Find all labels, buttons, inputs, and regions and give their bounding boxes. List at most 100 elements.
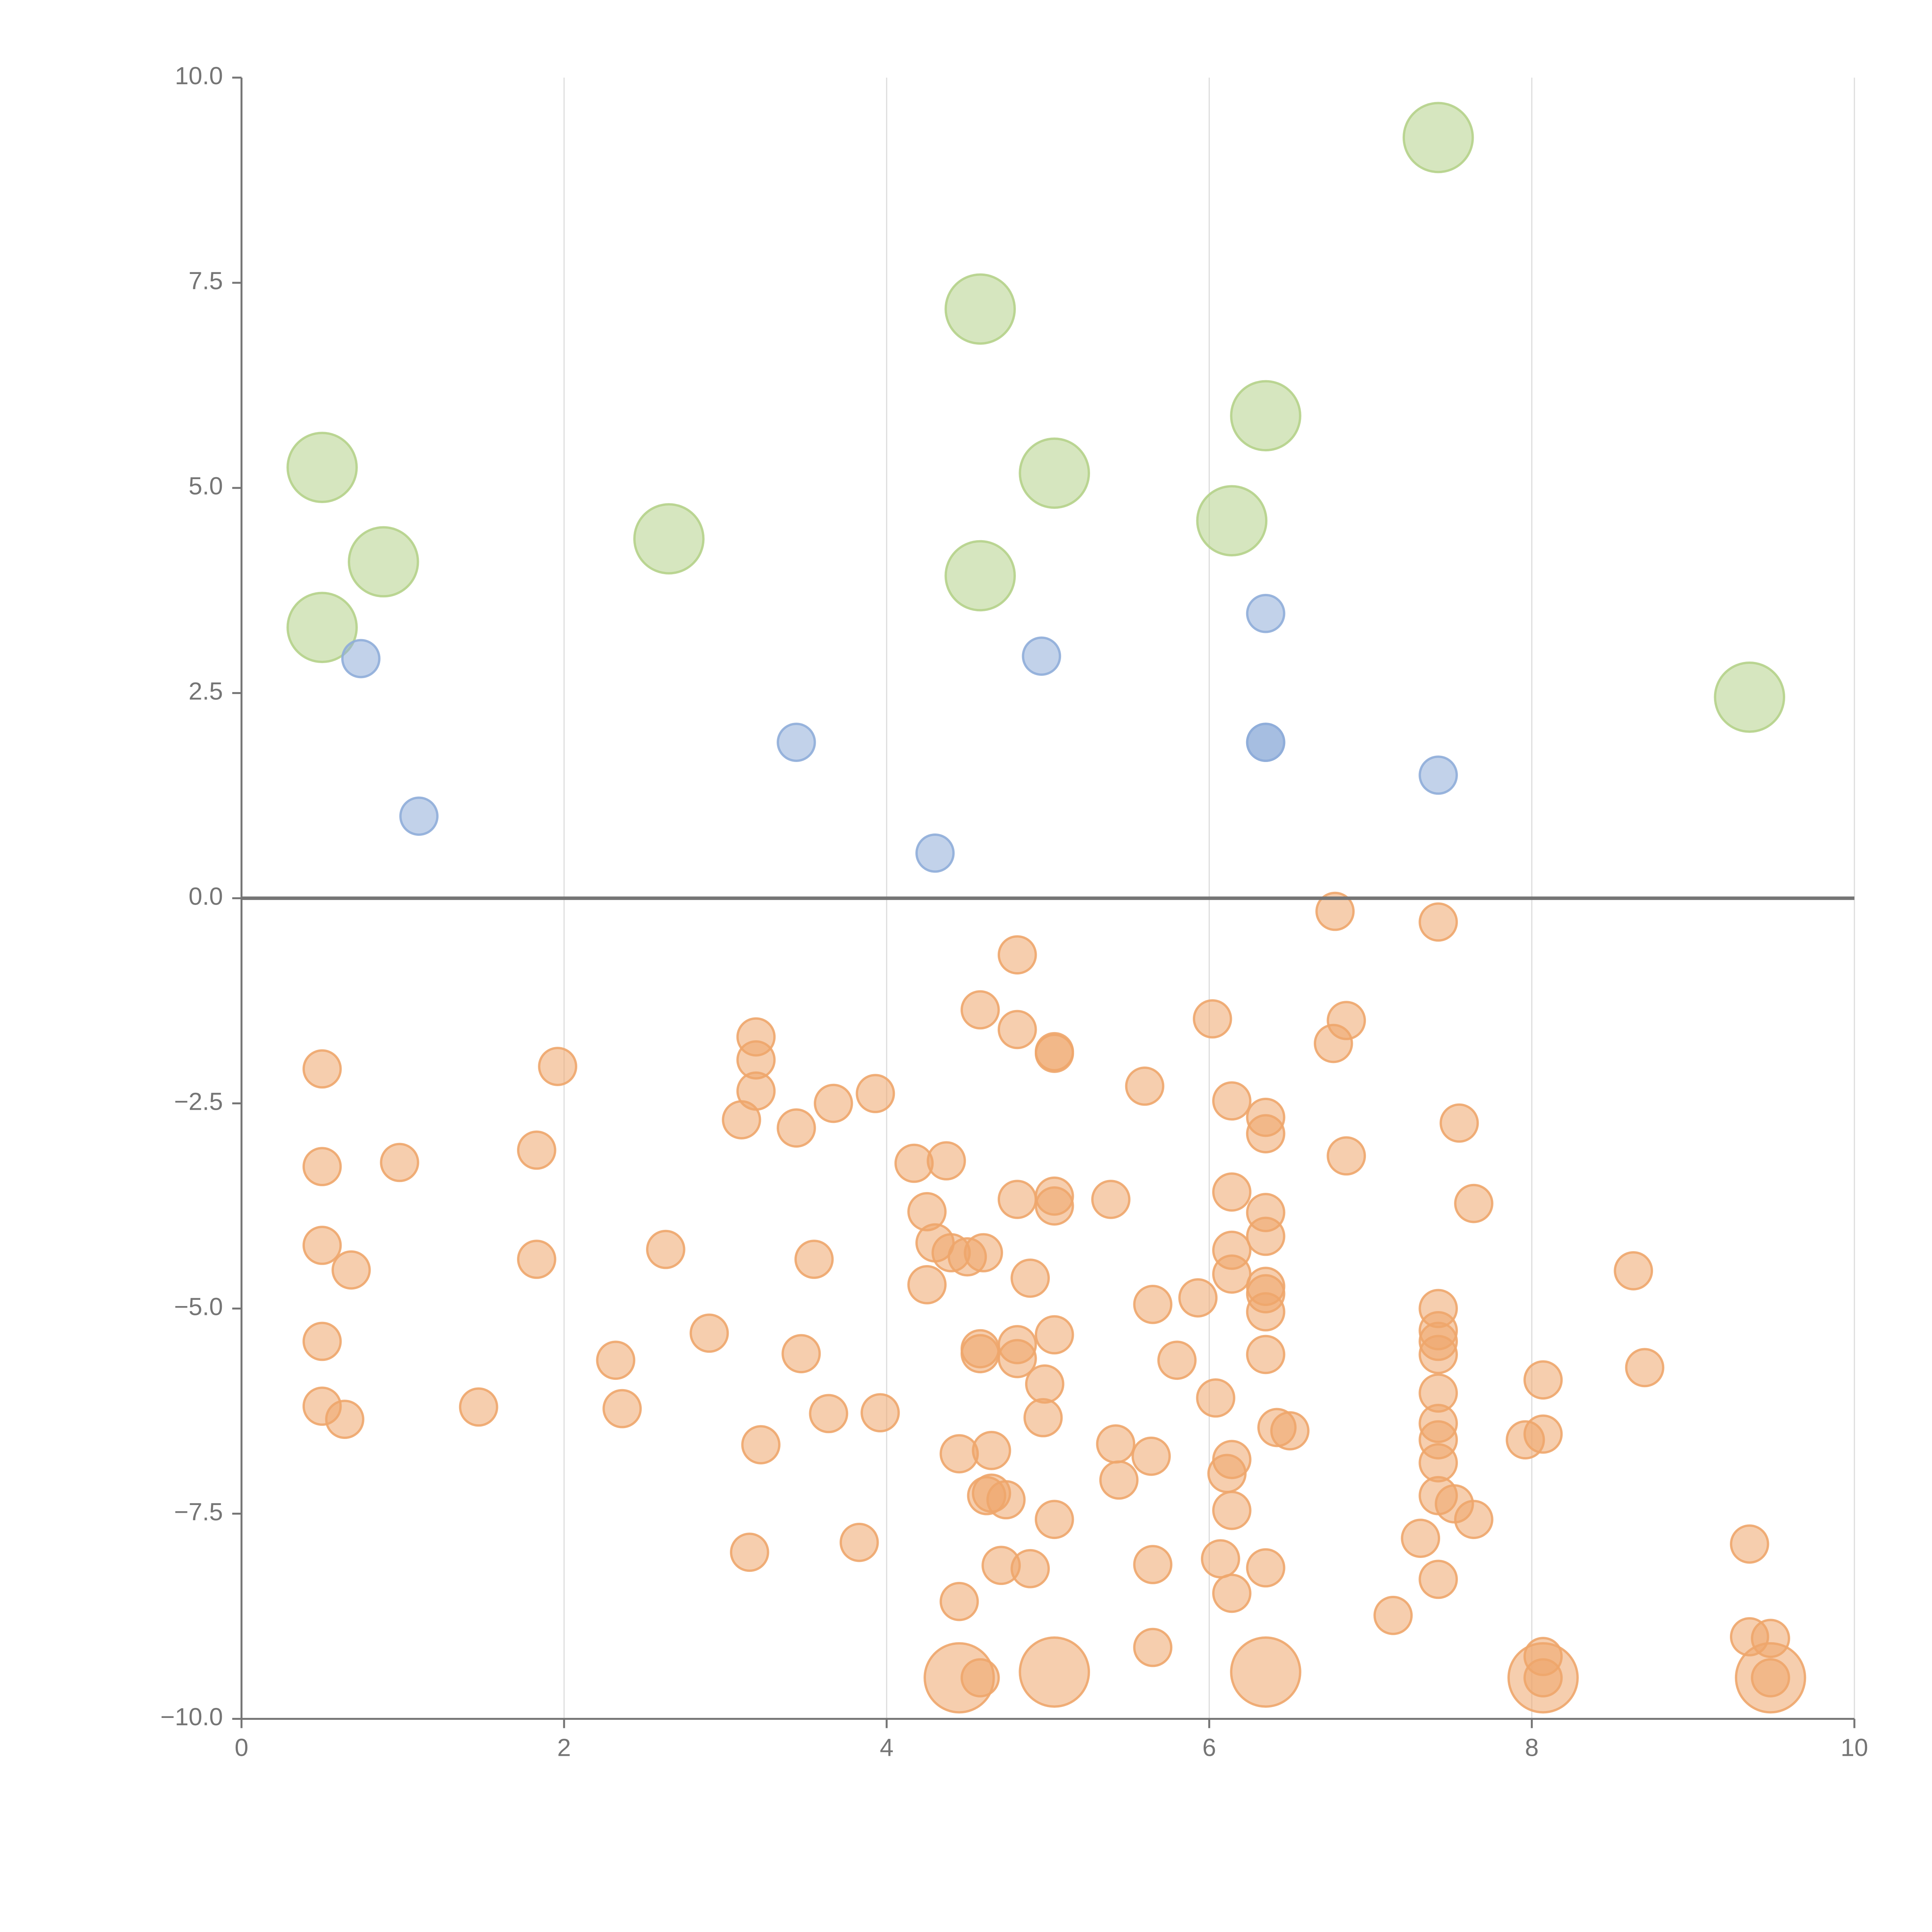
data-point [1178,1278,1218,1318]
data-point [1523,1414,1563,1454]
data-point [1246,1335,1286,1374]
data-point [1327,1136,1366,1176]
data-point [459,1387,498,1427]
data-point [736,1071,776,1111]
data-point [1034,1315,1074,1355]
data-point [1614,1251,1653,1291]
data-point [1212,1440,1252,1480]
data-point [1735,1642,1806,1714]
data-point [399,796,439,836]
data-point [777,723,816,762]
data-point [1230,1636,1301,1708]
data-point [689,1313,729,1353]
y-tick-label: −5.0 [174,1293,223,1320]
data-point [944,273,1016,345]
data-point [997,1339,1037,1378]
data-point [1131,1436,1171,1476]
data-point [781,1334,821,1374]
data-point [1212,1081,1252,1121]
data-point [1212,1573,1252,1613]
tick-labels: −10.0 −7.5 −5.0 −2.5 0.0 2.5 5.0 7.5 10.0 0 2 4 6 8 10 [160,62,1868,1762]
data-point [839,1522,879,1562]
data-point [633,503,705,575]
axes [232,77,1855,1728]
data-point [907,1265,947,1304]
data-point [939,1582,979,1621]
data-point [1133,1628,1173,1667]
data-point [538,1047,577,1086]
data-point [730,1532,769,1572]
data-point [944,540,1016,612]
data-point [1523,1360,1563,1400]
data-point [380,1143,419,1182]
y-tick-label: 2.5 [189,677,223,705]
data-point [517,1130,556,1170]
data-point [1230,380,1301,452]
data-point [1099,1460,1139,1500]
data-point [1034,1186,1074,1226]
data-point [1022,636,1061,676]
data-point [602,1389,642,1429]
data-point [1373,1595,1413,1635]
data-point [517,1240,556,1279]
x-tick-label: 4 [880,1733,894,1761]
data-point [1133,1285,1173,1324]
data-point [1034,1500,1074,1539]
data-point [972,1431,1011,1470]
data-point [1096,1424,1136,1464]
x-tick-label: 10 [1841,1733,1868,1761]
y-tick-label: 7.5 [189,267,223,295]
data-point [646,1230,685,1269]
data-point [1192,999,1232,1039]
data-point [1270,1411,1310,1451]
data-point [1418,1335,1458,1374]
data-point [1246,1114,1286,1153]
data-point [1730,1524,1769,1564]
data-point [1212,1254,1252,1294]
data-point [794,1240,834,1279]
data-point [1315,891,1355,931]
data-point [348,526,419,598]
data-point [325,1400,364,1439]
data-point [1023,1398,1063,1437]
y-tick-label: 0.0 [189,883,223,910]
data-point [997,1010,1037,1049]
y-tick-label: 10.0 [175,62,223,90]
y-tick-label: −2.5 [174,1087,223,1115]
data-point [814,1083,853,1123]
data-point [1714,662,1786,733]
data-point [1625,1348,1665,1388]
data-point [915,833,955,873]
data-point [997,1180,1037,1219]
data-point [1418,902,1458,942]
data-point [1196,485,1268,556]
x-tick-label: 2 [557,1733,571,1761]
y-tick-label: 5.0 [189,472,223,500]
data-point [1246,1548,1286,1588]
data-point [596,1340,636,1380]
data-point [964,1233,1003,1272]
data-point [1418,1443,1458,1483]
x-tick-label: 8 [1525,1733,1539,1761]
data-point [1401,1519,1440,1558]
data-point [960,1334,1000,1374]
data-point [1034,1032,1074,1071]
data-point [997,935,1037,975]
data-point [1010,1549,1050,1588]
data-point [960,990,1000,1030]
y-tick-label: −10.0 [160,1703,223,1731]
data-point [927,1141,966,1181]
data-point [302,1147,342,1186]
data-point [1010,1259,1050,1298]
data-point [1019,437,1090,509]
data-point [302,1226,342,1265]
data-point [1418,1560,1458,1599]
data-point [986,1480,1026,1520]
data-point [1196,1378,1235,1418]
data-point [809,1394,849,1434]
data-point [286,592,358,663]
data-point [1212,1172,1252,1212]
x-tick-label: 6 [1202,1733,1216,1761]
data-point [1201,1539,1240,1579]
